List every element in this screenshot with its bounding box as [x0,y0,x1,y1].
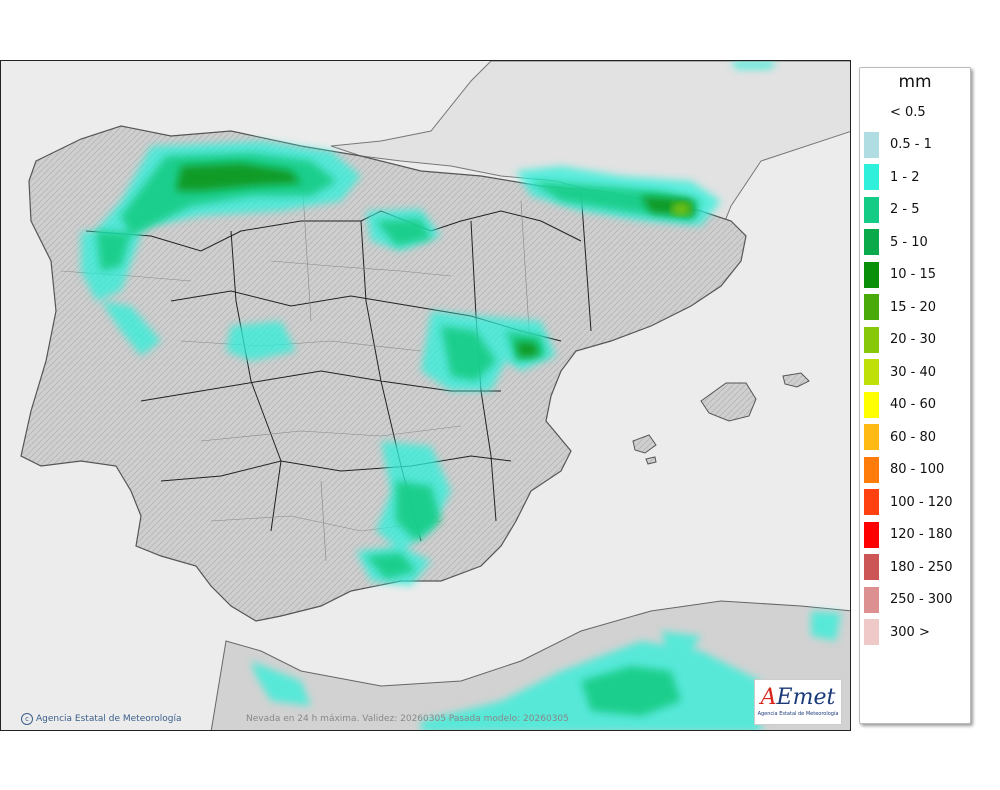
legend-label: 0.5 - 1 [890,137,932,153]
legend-label: 180 - 250 [890,559,953,575]
legend-item: 300 > [860,616,970,649]
legend-item: 5 - 10 [860,226,970,259]
copyright-text: Agencia Estatal de Meteorología [36,714,182,724]
legend-label: 100 - 120 [890,494,953,510]
legend-label: 250 - 300 [890,592,953,608]
legend-swatch [864,196,879,223]
legend-item: 1 - 2 [860,161,970,194]
legend-item: 80 - 100 [860,454,970,487]
legend-swatch [864,521,879,548]
mallorca-island [700,382,757,422]
legend-unit: mm [898,72,932,92]
legend-label: 1 - 2 [890,169,920,185]
legend-item: 20 - 30 [860,324,970,357]
legend-label: 120 - 180 [890,527,953,543]
legend-panel: mm < 0.5 0.5 - 1 1 - 2 2 - 5 5 - 10 10 - 15 15… [859,67,971,724]
legend-item: < 0.5 [860,96,970,129]
legend-label: 40 - 60 [890,397,937,413]
map-frame[interactable]: c Agencia Estatal de Meteorología Nevada… [0,60,851,731]
copyright-icon: c [21,713,33,725]
legend-item: 0.5 - 1 [860,129,970,162]
legend-item: 30 - 40 [860,356,970,389]
legend-swatch [864,391,879,418]
map-canvas [20,61,850,730]
map-caption: Nevada en 24 h máxima. Validez: 20260305… [246,714,569,724]
menorca-island [782,372,810,388]
legend-item: 250 - 300 [860,584,970,617]
formentera-island [645,456,657,465]
legend-swatch [864,586,879,613]
legend-swatch [864,359,879,386]
legend-list: < 0.5 0.5 - 1 1 - 2 2 - 5 5 - 10 10 - 15 15 - … [860,96,970,649]
ibiza-island [632,434,657,454]
legend-item: 120 - 180 [860,519,970,552]
aemet-logo-subtitle: Agencia Estatal de Meteorología [757,711,839,717]
legend-swatch [864,229,879,256]
legend-swatch [864,326,879,353]
legend-label: 300 > [890,624,930,640]
legend-label: < 0.5 [890,104,926,120]
legend-swatch [864,294,879,321]
snowfall-shading [81,61,841,730]
aemet-logo-wordmark: AEmet [760,685,836,710]
legend-swatch [864,456,879,483]
legend-item: 15 - 20 [860,291,970,324]
legend-label: 20 - 30 [890,332,937,348]
legend-label: 5 - 10 [890,234,928,250]
legend-swatch [864,554,879,581]
legend-label: 10 - 15 [890,267,937,283]
legend-label: 30 - 40 [890,364,937,380]
legend-label: 80 - 100 [890,462,945,478]
legend-swatch [864,99,879,126]
legend-label: 60 - 80 [890,429,937,445]
legend-item: 10 - 15 [860,259,970,292]
legend-item: 60 - 80 [860,421,970,454]
aemet-logo[interactable]: AEmet Agencia Estatal de Meteorología [754,679,842,725]
legend-swatch [864,261,879,288]
legend-swatch [864,489,879,516]
legend-label: 15 - 20 [890,299,937,315]
legend-swatch [864,619,879,646]
copyright-notice: c Agencia Estatal de Meteorología [21,713,182,725]
legend-item: 180 - 250 [860,551,970,584]
legend-item: 2 - 5 [860,194,970,227]
legend-swatch [864,131,879,158]
legend-swatch [864,424,879,451]
legend-label: 2 - 5 [890,202,920,218]
legend-swatch [864,164,879,191]
legend-item: 40 - 60 [860,389,970,422]
legend-item: 100 - 120 [860,486,970,519]
